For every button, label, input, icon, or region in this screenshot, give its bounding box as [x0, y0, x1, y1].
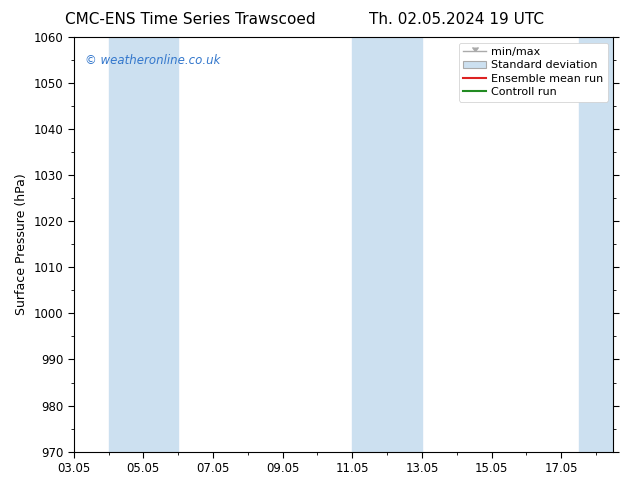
Y-axis label: Surface Pressure (hPa): Surface Pressure (hPa): [15, 173, 28, 315]
Text: © weatheronline.co.uk: © weatheronline.co.uk: [84, 54, 220, 67]
Bar: [353, 37, 387, 452]
Bar: [108, 37, 178, 452]
Text: Th. 02.05.2024 19 UTC: Th. 02.05.2024 19 UTC: [369, 12, 544, 27]
Bar: [387, 37, 422, 452]
Bar: [579, 37, 614, 452]
Text: CMC-ENS Time Series Trawscoed: CMC-ENS Time Series Trawscoed: [65, 12, 316, 27]
Legend: min/max, Standard deviation, Ensemble mean run, Controll run: min/max, Standard deviation, Ensemble me…: [459, 43, 608, 101]
